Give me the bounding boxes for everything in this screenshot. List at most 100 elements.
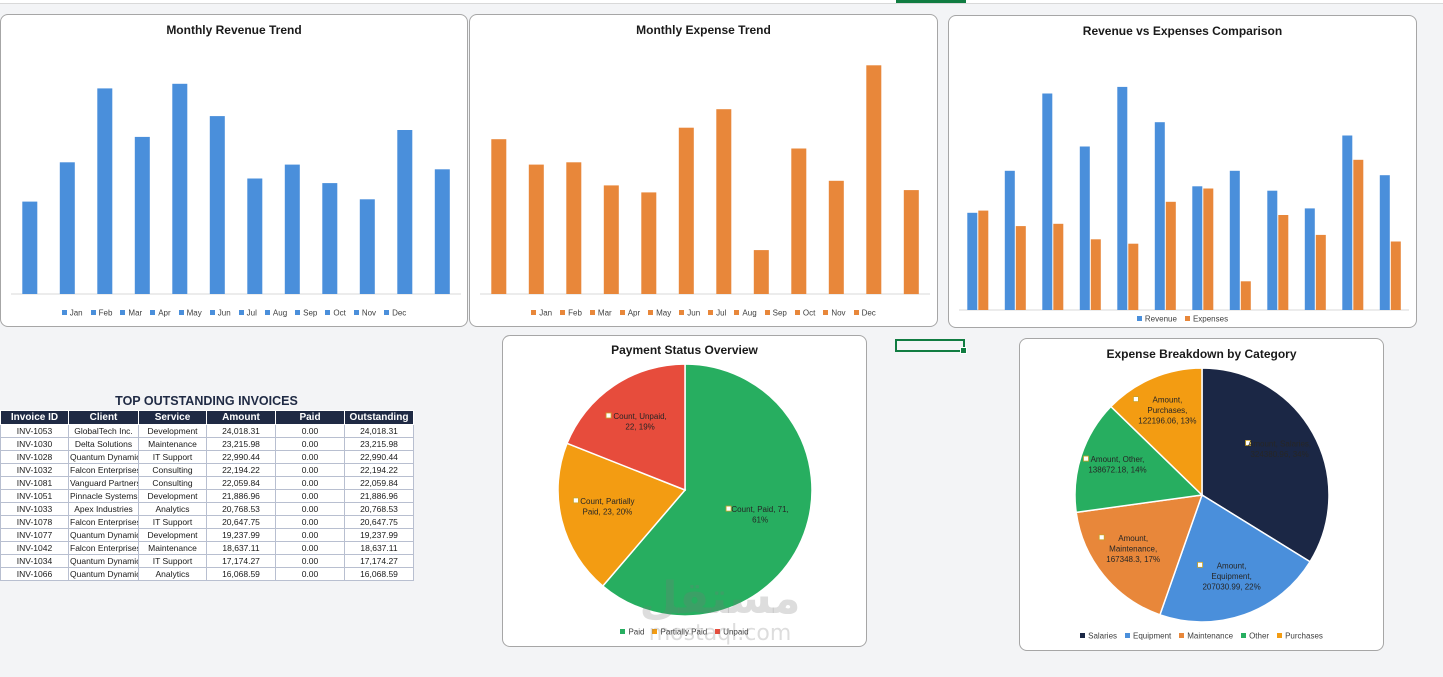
table-cell[interactable]: IT Support <box>138 554 207 568</box>
bar-expenses-jan[interactable] <box>978 210 989 310</box>
table-cell[interactable]: 20,647.75 <box>344 515 414 529</box>
bar-expenses-mar[interactable] <box>566 162 582 294</box>
expense-breakdown-card[interactable]: Expense Breakdown by Category Amount, Sa… <box>1019 338 1384 651</box>
table-cell[interactable]: INV-1081 <box>0 476 69 490</box>
table-cell[interactable]: Development <box>138 528 207 542</box>
table-cell[interactable]: 17,174.27 <box>344 554 414 568</box>
comparison-chart-card[interactable]: Revenue vs Expenses Comparison Revenue Ex… <box>948 15 1417 328</box>
bar-revenue-may[interactable] <box>172 83 188 294</box>
table-cell[interactable]: Quantum Dynamics <box>68 554 139 568</box>
table-cell[interactable]: 18,637.11 <box>206 541 276 555</box>
bar-revenue-aug[interactable] <box>1229 170 1240 310</box>
legend-entry[interactable]: Apr <box>619 308 640 317</box>
table-cell[interactable]: 16,068.59 <box>344 567 414 581</box>
table-cell[interactable]: 0.00 <box>275 502 345 516</box>
table-cell[interactable]: 0.00 <box>275 450 345 464</box>
table-cell[interactable]: 17,174.27 <box>206 554 276 568</box>
table-cell[interactable]: IT Support <box>138 515 207 529</box>
bar-revenue-mar[interactable] <box>1042 93 1053 311</box>
table-cell[interactable]: 22,059.84 <box>206 476 276 490</box>
bar-expenses-jan[interactable] <box>491 139 507 294</box>
table-cell[interactable]: 21,886.96 <box>206 489 276 503</box>
bar-revenue-aug[interactable] <box>284 164 300 294</box>
table-cell[interactable]: INV-1030 <box>0 437 69 451</box>
bar-revenue-nov[interactable] <box>1342 135 1353 311</box>
legend-entry[interactable]: Unpaid <box>715 627 749 636</box>
bar-expenses-feb[interactable] <box>528 164 544 294</box>
table-cell[interactable]: 0.00 <box>275 476 345 490</box>
bar-revenue-jul[interactable] <box>1192 186 1203 310</box>
bar-expenses-may[interactable] <box>1128 243 1139 310</box>
table-cell[interactable]: 0.00 <box>275 424 345 438</box>
table-cell[interactable]: 0.00 <box>275 515 345 529</box>
bar-revenue-sep[interactable] <box>1267 190 1278 310</box>
legend-entry[interactable]: Nov <box>823 308 846 317</box>
table-cell[interactable]: INV-1033 <box>0 502 69 516</box>
table-cell[interactable]: 22,990.44 <box>206 450 276 464</box>
bar-revenue-dec[interactable] <box>434 169 450 294</box>
pie-slice-partially-paid[interactable] <box>557 442 687 588</box>
legend-entry[interactable]: Feb <box>560 308 582 317</box>
bar-revenue-nov[interactable] <box>397 130 413 294</box>
bar-revenue-jan[interactable] <box>967 212 978 310</box>
legend-entry[interactable]: Jun <box>679 308 700 317</box>
table-cell[interactable]: INV-1034 <box>0 554 69 568</box>
table-cell[interactable]: Falcon Enterprises <box>68 515 139 529</box>
table-cell[interactable]: 22,194.22 <box>206 463 276 477</box>
legend-entry[interactable]: Revenue <box>1136 314 1177 323</box>
legend-entry[interactable]: Partially Paid <box>652 627 707 636</box>
table-cell[interactable]: 23,215.98 <box>344 437 414 451</box>
bar-revenue-jun[interactable] <box>1154 122 1165 310</box>
bar-expenses-aug[interactable] <box>753 250 769 294</box>
bar-expenses-mar[interactable] <box>1053 223 1064 310</box>
bar-revenue-sep[interactable] <box>322 183 338 294</box>
legend-entry[interactable]: Jan <box>531 308 552 317</box>
table-cell[interactable]: Falcon Enterprises <box>68 541 139 555</box>
legend-entry[interactable]: Sep <box>295 308 317 317</box>
bar-expenses-nov[interactable] <box>1353 159 1364 310</box>
table-cell[interactable]: Vanguard Partners <box>68 476 139 490</box>
table-cell[interactable]: Analytics <box>138 567 207 581</box>
table-cell[interactable]: 0.00 <box>275 489 345 503</box>
legend-entry[interactable]: Paid <box>620 627 644 636</box>
table-cell[interactable]: 22,059.84 <box>344 476 414 490</box>
legend-entry[interactable]: Jan <box>61 308 83 317</box>
legend-entry[interactable]: Sep <box>764 308 787 317</box>
legend-entry[interactable]: Oct <box>794 308 815 317</box>
bar-revenue-jul[interactable] <box>247 178 263 295</box>
table-cell[interactable]: INV-1053 <box>0 424 69 438</box>
pie-slice-paid[interactable] <box>601 363 813 617</box>
bar-expenses-feb[interactable] <box>1015 226 1026 310</box>
legend-entry[interactable]: Maintenance <box>1179 631 1233 640</box>
pie-slice-equipment[interactable] <box>1158 493 1312 623</box>
legend-entry[interactable]: Nov <box>353 308 376 317</box>
table-cell[interactable]: 21,886.96 <box>344 489 414 503</box>
table-cell[interactable]: Quantum Dynamics <box>68 528 139 542</box>
table-cell[interactable]: INV-1051 <box>0 489 69 503</box>
table-cell[interactable]: IT Support <box>138 450 207 464</box>
pie-slice-maintenance[interactable] <box>1075 494 1204 616</box>
table-cell[interactable]: Consulting <box>138 463 207 477</box>
table-cell[interactable]: INV-1078 <box>0 515 69 529</box>
bar-expenses-oct[interactable] <box>1315 234 1326 310</box>
pie-slice-salaries[interactable] <box>1201 367 1330 563</box>
legend-entry[interactable]: Mar <box>589 308 612 317</box>
table-cell[interactable]: 24,018.31 <box>344 424 414 438</box>
table-cell[interactable]: 20,768.53 <box>206 502 276 516</box>
legend-entry[interactable]: Other <box>1241 631 1269 640</box>
bar-expenses-nov[interactable] <box>866 65 882 294</box>
legend-entry[interactable]: Salaries <box>1080 631 1117 640</box>
bar-expenses-jun[interactable] <box>1165 201 1176 310</box>
bar-revenue-mar[interactable] <box>97 88 113 295</box>
legend-entry[interactable]: Purchases <box>1277 631 1323 640</box>
table-cell[interactable]: INV-1066 <box>0 567 69 581</box>
table-cell[interactable]: INV-1042 <box>0 541 69 555</box>
payment-status-card[interactable]: Payment Status Overview Count, Paid, 71,… <box>502 335 867 647</box>
table-cell[interactable]: 19,237.99 <box>344 528 414 542</box>
table-cell[interactable]: Quantum Dynamics <box>68 567 139 581</box>
table-cell[interactable]: 19,237.99 <box>206 528 276 542</box>
table-cell[interactable]: GlobalTech Inc. <box>68 424 139 438</box>
table-cell[interactable]: 18,637.11 <box>344 541 414 555</box>
bar-revenue-oct[interactable] <box>1304 208 1315 310</box>
legend-entry[interactable]: Feb <box>90 308 112 317</box>
